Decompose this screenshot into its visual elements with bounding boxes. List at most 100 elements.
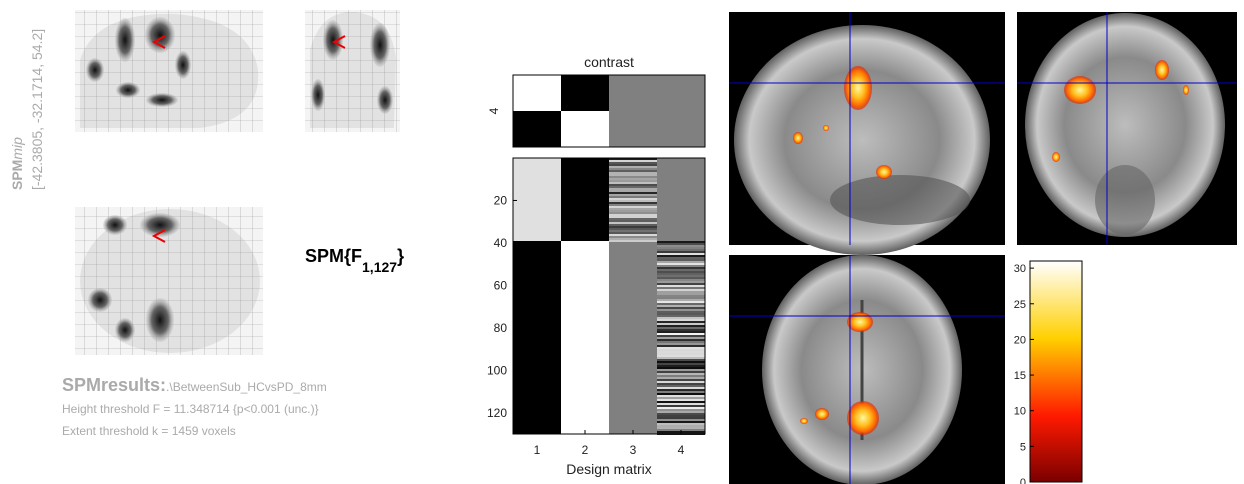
colorbar-tick-label: 15 <box>1014 370 1026 382</box>
regressor-stripe <box>657 375 705 377</box>
regressor-stripe <box>657 325 705 327</box>
regressor-stripe <box>657 333 705 335</box>
regressor-stripe <box>609 182 657 184</box>
regressor-stripe <box>609 240 657 242</box>
regressor-stripe <box>609 188 657 190</box>
regressor-stripe <box>609 186 657 188</box>
regressor-stripe <box>657 335 705 337</box>
results-path: .\BetweenSub_HCvsPD_8mm <box>166 380 327 394</box>
regressor-stripe <box>657 281 705 283</box>
regressor-stripe <box>609 222 657 224</box>
regressor-stripe <box>657 265 705 267</box>
design-matrix <box>513 158 705 435</box>
regressor-stripe <box>657 251 705 253</box>
regressor-stripe <box>657 419 705 421</box>
regressor-stripe <box>657 275 705 277</box>
regressor-stripe <box>657 255 705 257</box>
regressor-stripe <box>609 178 657 180</box>
regressor-stripe <box>657 379 705 381</box>
slice-coronal <box>1017 12 1237 245</box>
regressor-stripe <box>657 297 705 299</box>
regressor-stripe <box>657 353 705 355</box>
regressor-stripe <box>657 345 705 347</box>
regressor-stripe <box>657 407 705 409</box>
regressor-stripe <box>657 261 705 263</box>
regressor-stripe <box>657 355 705 357</box>
regressor-stripe <box>609 160 657 162</box>
regressor-stripe <box>609 214 657 216</box>
colorbar <box>1030 261 1082 482</box>
regressor-stripe <box>657 405 705 407</box>
regressor-stripe <box>657 257 705 259</box>
regressor-stripe <box>657 395 705 397</box>
y-tick-label: 60 <box>494 278 508 292</box>
regressor-stripe <box>657 267 705 269</box>
statistic: SPM{F1,127} <box>305 246 404 275</box>
regressor-stripe <box>657 391 705 393</box>
extent-threshold: Extent threshold k = 1459 voxels <box>62 424 236 438</box>
statistic-df: 1,127 <box>362 259 397 275</box>
regressor-stripe <box>657 383 705 385</box>
regressor-stripe <box>609 194 657 196</box>
regressor-stripe <box>609 236 657 238</box>
regressor-stripe <box>657 249 705 251</box>
regressor-stripe <box>609 174 657 176</box>
regressor-stripe <box>657 357 705 359</box>
regressor-stripe <box>657 279 705 281</box>
regressor-stripe <box>609 164 657 166</box>
x-tick-label: 4 <box>678 443 685 457</box>
regressor-stripe <box>657 243 705 245</box>
regressor-stripe <box>657 389 705 391</box>
regressor-stripe <box>609 206 657 208</box>
regressor-stripe <box>609 180 657 182</box>
regressor-stripe <box>609 216 657 218</box>
design-matrix-xlabel: Design matrix <box>566 461 652 477</box>
regressor-stripe <box>609 190 657 192</box>
regressor-stripe <box>657 409 705 411</box>
regressor-stripe <box>657 271 705 273</box>
regressor-stripe <box>609 224 657 226</box>
regressor-stripe <box>657 403 705 405</box>
regressor-stripe <box>657 273 705 275</box>
regressor-stripe <box>657 283 705 285</box>
colorbar-tick-label: 30 <box>1014 263 1026 275</box>
regressor-stripe <box>657 329 705 331</box>
statistic-suffix: } <box>397 246 404 266</box>
x-tick-label: 3 <box>630 443 637 457</box>
regressor-stripe <box>657 339 705 341</box>
mip-label-mip: mip <box>9 137 25 160</box>
regressor-stripe <box>657 423 705 425</box>
regressor-stripe <box>657 269 705 271</box>
regressor-stripe <box>657 259 705 261</box>
results-title: SPMresults: <box>62 375 166 395</box>
regressor-stripe <box>657 337 705 339</box>
regressor-stripe <box>609 198 657 200</box>
regressor-stripe <box>657 393 705 395</box>
regressor-stripe <box>657 421 705 423</box>
regressor-stripe <box>657 307 705 309</box>
mip-label-spm: SPM <box>9 160 25 190</box>
regressor-stripe <box>657 277 705 279</box>
regressor-stripe <box>609 232 657 234</box>
x-tick-label: 2 <box>582 443 589 457</box>
regressor-stripe <box>657 289 705 291</box>
regressor-stripe <box>609 166 657 168</box>
regressor-stripe <box>657 247 705 249</box>
regressor-stripe <box>609 196 657 198</box>
regressor-stripe <box>657 349 705 351</box>
regressor-stripe <box>657 241 705 243</box>
mip-label: SPMmip <box>9 137 25 190</box>
regressor-stripe <box>657 319 705 321</box>
regressor-stripe <box>657 331 705 333</box>
regressor-stripe <box>657 371 705 373</box>
regressor-stripe <box>609 220 657 222</box>
contrast-matrix <box>513 75 705 147</box>
regressor-stripe <box>609 208 657 210</box>
regressor-stripe <box>657 305 705 307</box>
regressor-stripe <box>609 162 657 164</box>
mip-sagittal <box>75 10 263 132</box>
regressor-stripe <box>657 351 705 353</box>
regressor-stripe <box>657 303 705 305</box>
statistic-prefix: SPM{F <box>305 246 362 266</box>
y-tick-label: 40 <box>494 236 508 250</box>
